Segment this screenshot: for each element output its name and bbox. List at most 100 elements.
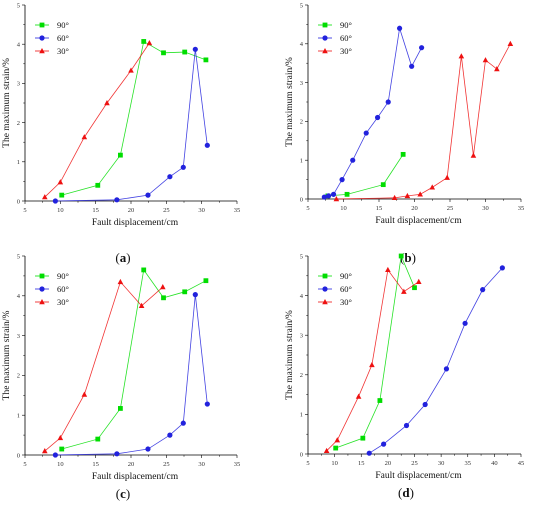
square-marker (118, 406, 123, 411)
x-tick-label: 15 (376, 205, 383, 212)
circle-marker (114, 451, 120, 457)
legend-label: 30° (340, 297, 352, 307)
square-marker (59, 192, 65, 198)
circle-marker (322, 286, 328, 292)
y-tick-label: 1 (300, 158, 303, 165)
series-line (44, 42, 150, 198)
x-tick-label: 30 (198, 207, 205, 214)
x-tick-label: 10 (340, 205, 347, 212)
square-marker (322, 22, 328, 28)
series-0 (59, 39, 209, 198)
circle-marker (167, 174, 173, 180)
square-marker (182, 289, 188, 295)
x-tick-label: 10 (57, 207, 64, 214)
x-tick-label: 35 (518, 205, 525, 212)
x-tick-label: 5 (306, 205, 309, 212)
triangle-marker (470, 152, 477, 158)
series-line (369, 267, 503, 454)
panel-caption: (a) (115, 250, 130, 265)
x-tick-label: 10 (331, 460, 338, 467)
circle-marker (396, 25, 403, 31)
x-tick-label: 25 (163, 461, 170, 468)
legend: 90° 60° 30° (318, 271, 352, 307)
y-tick-label: 1 (300, 412, 303, 419)
square-marker (377, 398, 383, 403)
legend-label: 90° (57, 20, 69, 30)
circle-marker (381, 441, 387, 447)
x-axis-title: Fault displacement/cm (92, 218, 179, 228)
legend-label: 60° (57, 284, 69, 294)
x-tick-label: 20 (411, 205, 418, 212)
circle-marker (363, 130, 369, 136)
triangle-marker (57, 434, 64, 441)
circle-marker (325, 193, 332, 199)
x-tick-label: 10 (57, 461, 64, 468)
x-tick-label: 15 (92, 207, 99, 214)
triangle-marker (415, 278, 422, 284)
y-tick-label: 5 (17, 253, 20, 260)
y-tick-label: 2 (300, 372, 303, 379)
y-tick-label: 2 (17, 373, 20, 380)
circle-marker (39, 286, 45, 292)
triangle-marker (333, 196, 340, 202)
triangle-marker (444, 174, 450, 180)
series-0 (333, 253, 417, 451)
x-tick-label: 20 (385, 460, 392, 467)
circle-marker (419, 45, 425, 51)
series-2 (41, 40, 153, 200)
y-tick-label: 5 (300, 2, 303, 9)
series-0 (325, 151, 406, 199)
legend-label: 30° (57, 297, 69, 307)
triangle-marker (385, 266, 391, 273)
triangle-marker (391, 194, 398, 201)
x-tick-label: 45 (518, 460, 525, 467)
square-marker (118, 152, 123, 158)
triangle-marker (458, 53, 465, 59)
y-tick-label: 4 (300, 293, 304, 300)
triangle-marker (334, 437, 341, 443)
x-axis-title: Fault displacement/cm (92, 472, 179, 482)
triangle-marker (41, 448, 48, 454)
square-marker (380, 182, 386, 188)
x-axis-title: Fault displacement/cm (375, 216, 462, 226)
triangle-marker (81, 134, 88, 140)
series-line (336, 43, 511, 200)
series-0 (59, 267, 209, 452)
legend-label: 60° (340, 284, 352, 294)
triangle-marker (41, 194, 48, 200)
circle-marker (39, 35, 45, 41)
square-marker (203, 278, 209, 284)
circle-marker (339, 177, 345, 183)
series-line (327, 154, 404, 197)
triangle-marker (138, 302, 145, 308)
series-line (61, 40, 207, 196)
x-tick-label: 25 (447, 205, 454, 212)
triangle-marker (104, 100, 110, 106)
y-tick-label: 3 (300, 333, 303, 340)
square-marker (39, 273, 45, 279)
legend-label: 60° (340, 33, 352, 43)
y-tick-label: 5 (17, 2, 20, 9)
triangle-marker (355, 393, 362, 399)
panel-caption: (d) (398, 485, 414, 500)
x-tick-label: 20 (128, 461, 135, 468)
legend-label: 60° (57, 33, 69, 43)
circle-marker (145, 192, 151, 198)
circle-marker (167, 432, 173, 438)
legend-label: 90° (57, 271, 69, 281)
square-marker (182, 49, 188, 55)
triangle-marker (39, 48, 45, 54)
x-tick-label: 15 (92, 461, 99, 468)
circle-marker (403, 422, 410, 429)
circle-marker (322, 35, 328, 41)
x-tick-label: 5 (23, 461, 26, 468)
panel-caption: (c) (116, 486, 130, 501)
square-marker (400, 151, 406, 157)
y-tick-label: 3 (300, 80, 303, 87)
y-tick-label: 2 (300, 119, 303, 126)
y-tick-label: 0 (17, 198, 20, 205)
triangle-marker (323, 447, 330, 454)
circle-marker (366, 450, 372, 456)
square-marker (333, 445, 339, 451)
